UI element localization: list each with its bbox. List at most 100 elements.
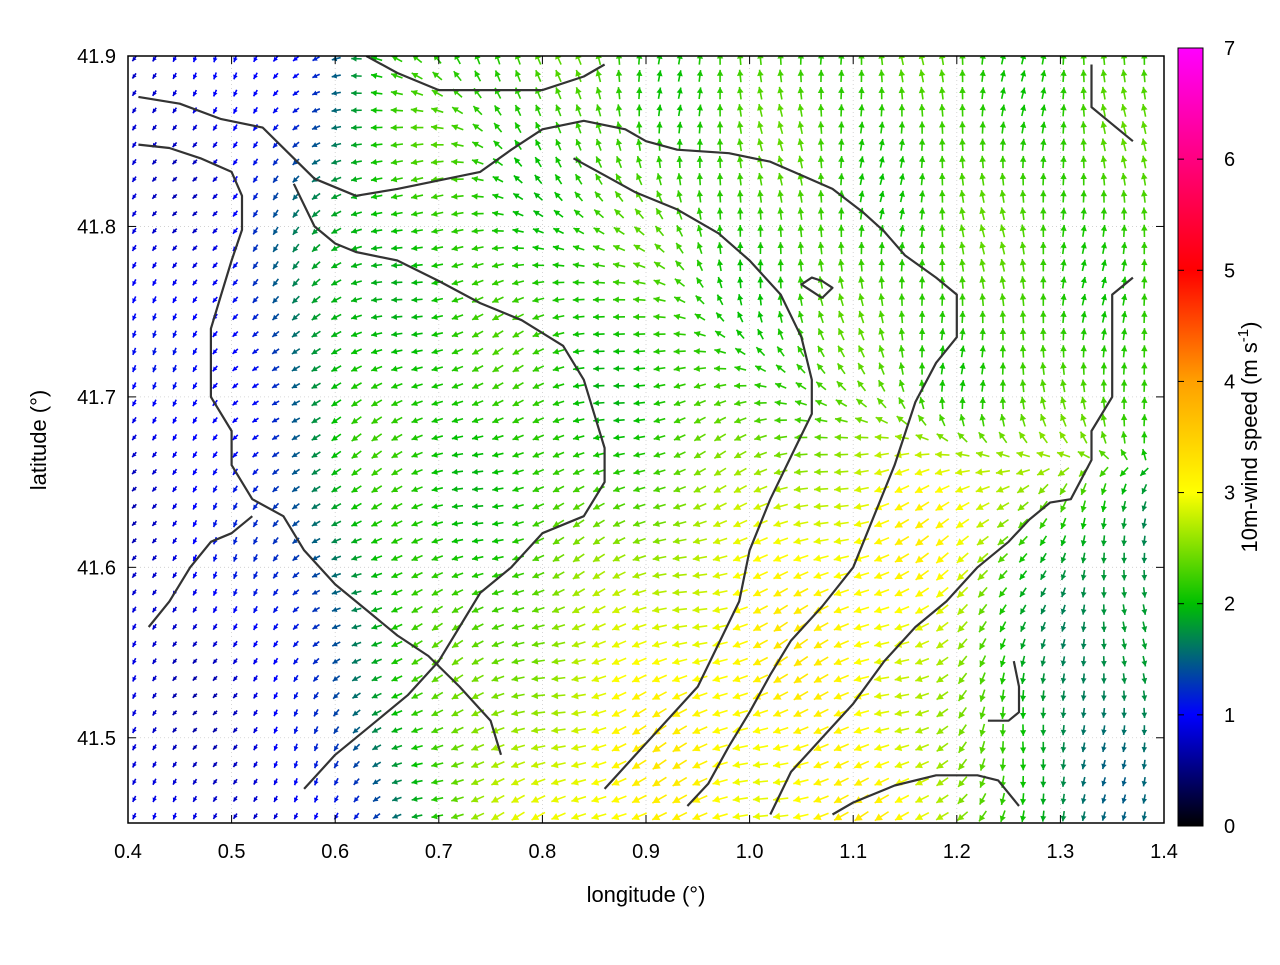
wind-arrow-head: [879, 191, 885, 197]
wind-arrow-head: [915, 451, 922, 458]
wind-arrow-head: [1000, 190, 1007, 196]
wind-arrow-head: [713, 778, 721, 785]
wind-arrow-head: [955, 468, 962, 475]
wind-arrow-head: [777, 139, 783, 146]
wind-arrow-head: [980, 104, 986, 110]
wind-arrow-head: [1000, 380, 1006, 386]
wind-arrow-head: [1101, 173, 1108, 179]
wind-arrow-head: [411, 159, 417, 165]
wind-arrow-head: [472, 176, 478, 182]
wind-arrow-head: [616, 70, 622, 76]
wind-arrow-head: [977, 538, 984, 545]
wind-arrow-head: [411, 193, 417, 199]
wind-arrow-head: [814, 486, 821, 493]
wind-arrow-head: [1037, 451, 1044, 458]
wind-arrow-head: [391, 124, 397, 130]
wind-arrow-head: [798, 294, 804, 300]
wind-arrow-head: [1081, 678, 1087, 683]
wind-arrow-head: [814, 537, 821, 544]
x-tick-label: 1.4: [1150, 841, 1178, 863]
wind-arrow-head: [1101, 363, 1107, 369]
wind-arrow-head: [733, 778, 740, 785]
wind-arrow-head: [895, 727, 902, 734]
grid-lines: [128, 56, 1164, 823]
wind-arrow-head: [1000, 713, 1006, 719]
wind-arrow-head: [352, 418, 359, 424]
wind-arrow-head: [713, 675, 721, 682]
wind-arrow-head: [1101, 661, 1107, 666]
wind-arrow-head: [1000, 87, 1006, 93]
wind-arrow-head: [939, 397, 945, 403]
y-axis-label: latitude (°): [26, 390, 51, 491]
wind-arrow-head: [959, 87, 965, 93]
colorbar-tick-label: 0: [1224, 816, 1235, 838]
wind-arrow-head: [1000, 276, 1007, 283]
wind-arrow-head: [573, 297, 579, 303]
y-tick-label: 41.8: [77, 216, 116, 238]
wind-arrow-head: [633, 279, 639, 285]
wind-arrow-head: [412, 779, 418, 785]
wind-arrow-head: [858, 242, 864, 248]
wind-arrow-head: [1121, 173, 1128, 179]
wind-arrow-head: [757, 104, 763, 111]
wind-arrow-head: [773, 761, 780, 768]
wind-arrow-head: [634, 452, 640, 458]
wind-arrow-head: [1060, 87, 1066, 93]
wind-arrow-head: [553, 314, 559, 320]
wind-arrows: [132, 52, 1148, 821]
x-tick-label: 0.8: [528, 841, 556, 863]
wind-arrow-head: [815, 434, 821, 441]
wind-arrow-head: [1040, 311, 1046, 317]
wind-arrow-head: [371, 124, 377, 130]
wind-arrow-head: [411, 366, 417, 372]
wind-arrow-head: [757, 242, 763, 248]
wind-arrow-head: [1101, 506, 1107, 512]
wind-arrow-head: [734, 400, 741, 406]
wind-arrow-head: [571, 744, 578, 751]
wind-arrow-head: [1061, 747, 1067, 752]
wind-arrow-head: [452, 228, 458, 234]
wind-arrow-head: [959, 104, 965, 110]
wind-arrow-head: [980, 122, 986, 128]
colorbar-label-tail: ): [1237, 322, 1262, 329]
wind-arrow-head: [654, 417, 660, 423]
wind-arrow-head: [879, 174, 885, 180]
wind-arrow-head: [854, 709, 862, 716]
wind-arrow-head: [1016, 451, 1023, 458]
wind-arrow-head: [432, 297, 438, 303]
wind-arrow-head: [899, 174, 905, 180]
wind-arrow-head: [778, 311, 784, 317]
wind-arrow-head: [899, 294, 905, 300]
wind-arrow-head: [1080, 70, 1086, 76]
wind-arrow-head: [692, 658, 700, 665]
wind-arrow-head: [919, 242, 925, 248]
wind-arrow-head: [713, 658, 721, 665]
wind-arrow-head: [1040, 156, 1046, 162]
x-tick-label: 0.4: [114, 841, 142, 863]
wind-arrow-head: [411, 279, 417, 285]
wind-arrow-head: [431, 245, 437, 251]
wind-arrow-head: [1080, 104, 1087, 110]
wind-arrow-head: [858, 87, 864, 93]
wind-arrow-head: [1019, 432, 1025, 439]
wind-arrow-head: [1040, 765, 1046, 770]
wind-arrow-head: [858, 294, 864, 301]
wind-arrow-head: [351, 159, 357, 165]
wind-arrow-head: [1141, 609, 1147, 615]
wind-arrow-head: [1040, 87, 1046, 93]
wind-arrow-head: [939, 294, 945, 300]
wind-arrow-shaft: [658, 53, 660, 64]
wind-arrow-head: [777, 156, 783, 163]
wind-arrow-head: [553, 262, 559, 268]
wind-arrow-head: [472, 210, 478, 216]
wind-arrow-head: [1081, 815, 1086, 821]
wind-arrow-head: [432, 469, 438, 475]
wind-arrow-head: [1000, 70, 1006, 76]
colorbar-tick-label: 4: [1224, 371, 1235, 393]
wind-arrow-head: [1000, 414, 1006, 421]
wind-arrow-head: [1060, 173, 1066, 179]
wind-arrow-head: [1020, 88, 1026, 94]
wind-arrow-head: [936, 521, 944, 528]
wind-arrow-head: [1121, 208, 1127, 214]
wind-arrow-head: [636, 156, 642, 163]
